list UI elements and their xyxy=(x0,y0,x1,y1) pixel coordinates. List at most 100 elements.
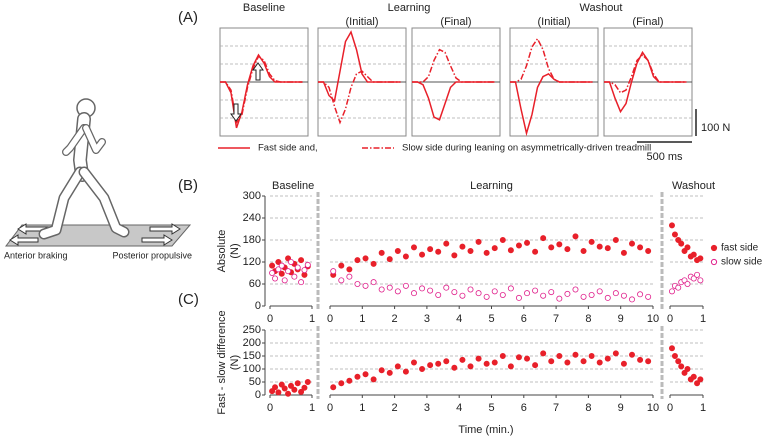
scale-label: 100 N xyxy=(701,122,730,134)
data-point xyxy=(532,248,539,255)
y-tick-label: 200 xyxy=(243,337,261,349)
data-point xyxy=(410,290,417,297)
data-point xyxy=(370,279,377,286)
group-title: Learning xyxy=(388,2,431,14)
data-point xyxy=(402,253,409,260)
data-point xyxy=(515,294,522,301)
x-tick-label: 3 xyxy=(424,313,430,325)
data-point xyxy=(507,247,514,254)
data-point xyxy=(604,355,611,362)
data-point xyxy=(330,268,337,275)
data-point xyxy=(556,241,563,248)
subplot-subtitle: (Initial) xyxy=(345,16,378,28)
data-point xyxy=(499,291,506,298)
data-point xyxy=(272,384,279,391)
data-point xyxy=(588,238,595,245)
data-point xyxy=(443,284,450,291)
walker xyxy=(38,98,130,240)
y-tick-label: 0 xyxy=(255,300,261,312)
data-point xyxy=(491,359,498,366)
legend-marker xyxy=(710,258,718,266)
data-point xyxy=(338,380,345,387)
data-point xyxy=(580,358,587,365)
data-point xyxy=(467,363,474,370)
x-tick-label: 5 xyxy=(488,402,494,414)
x-tick-label: 1 xyxy=(309,313,315,325)
data-point xyxy=(483,293,490,300)
data-point xyxy=(596,359,603,366)
data-point xyxy=(338,262,345,269)
data-point xyxy=(287,258,294,265)
data-point xyxy=(451,252,458,259)
data-point xyxy=(287,382,294,389)
x-tick-label: 2 xyxy=(392,402,398,414)
data-point xyxy=(612,350,619,357)
data-point xyxy=(346,273,353,280)
data-point xyxy=(386,256,393,263)
data-point xyxy=(459,292,466,299)
data-point xyxy=(645,247,652,254)
x-tick-label: 1 xyxy=(359,313,365,325)
y-tick-label: 240 xyxy=(243,212,261,224)
y-axis-label: Absolute(N) xyxy=(216,230,241,273)
data-point xyxy=(285,390,292,397)
data-point xyxy=(645,293,652,300)
data-point xyxy=(467,247,474,254)
data-point xyxy=(298,279,305,286)
data-point xyxy=(588,291,595,298)
data-point xyxy=(556,295,563,302)
data-point xyxy=(540,292,547,299)
data-point xyxy=(394,247,401,254)
data-point xyxy=(301,267,308,274)
data-point xyxy=(694,271,701,278)
slow-line xyxy=(510,37,593,83)
data-point xyxy=(588,352,595,359)
data-point xyxy=(690,251,697,258)
data-point xyxy=(301,384,308,391)
data-point xyxy=(524,355,531,362)
data-point xyxy=(612,290,619,297)
data-point xyxy=(402,282,409,289)
data-point xyxy=(435,291,442,298)
segment-title: Learning xyxy=(470,180,513,192)
data-point xyxy=(362,371,369,378)
data-point xyxy=(378,367,385,374)
data-point xyxy=(483,249,490,256)
data-point xyxy=(675,358,682,365)
data-point xyxy=(678,363,685,370)
data-point xyxy=(697,255,704,262)
data-point xyxy=(278,381,285,388)
x-tick-label: 0 xyxy=(667,313,673,325)
data-point xyxy=(596,288,603,295)
data-point xyxy=(346,377,353,384)
data-point xyxy=(304,378,311,385)
data-point xyxy=(524,290,531,297)
x-tick-label: 9 xyxy=(618,402,624,414)
data-point xyxy=(684,244,691,251)
data-point xyxy=(507,285,514,292)
data-point xyxy=(275,258,282,265)
y-tick-label: 100 xyxy=(243,363,261,375)
data-point xyxy=(540,350,547,357)
x-tick-label: 1 xyxy=(359,402,365,414)
data-point xyxy=(410,359,417,366)
data-point xyxy=(330,384,337,391)
data-point xyxy=(278,262,285,269)
data-point xyxy=(410,244,417,251)
data-point xyxy=(435,360,442,367)
data-point xyxy=(556,352,563,359)
data-point xyxy=(620,249,627,256)
data-point xyxy=(637,356,644,363)
y-tick-label: 0 xyxy=(255,389,261,401)
fast-line xyxy=(318,30,401,103)
data-point xyxy=(580,293,587,300)
data-point xyxy=(378,249,385,256)
data-point xyxy=(304,261,311,268)
data-point xyxy=(637,291,644,298)
data-point xyxy=(697,277,704,284)
legend-label: Slow side during leaning on asymmetrical… xyxy=(402,143,651,154)
data-point xyxy=(338,277,345,284)
data-point xyxy=(419,251,426,258)
data-point xyxy=(532,287,539,294)
